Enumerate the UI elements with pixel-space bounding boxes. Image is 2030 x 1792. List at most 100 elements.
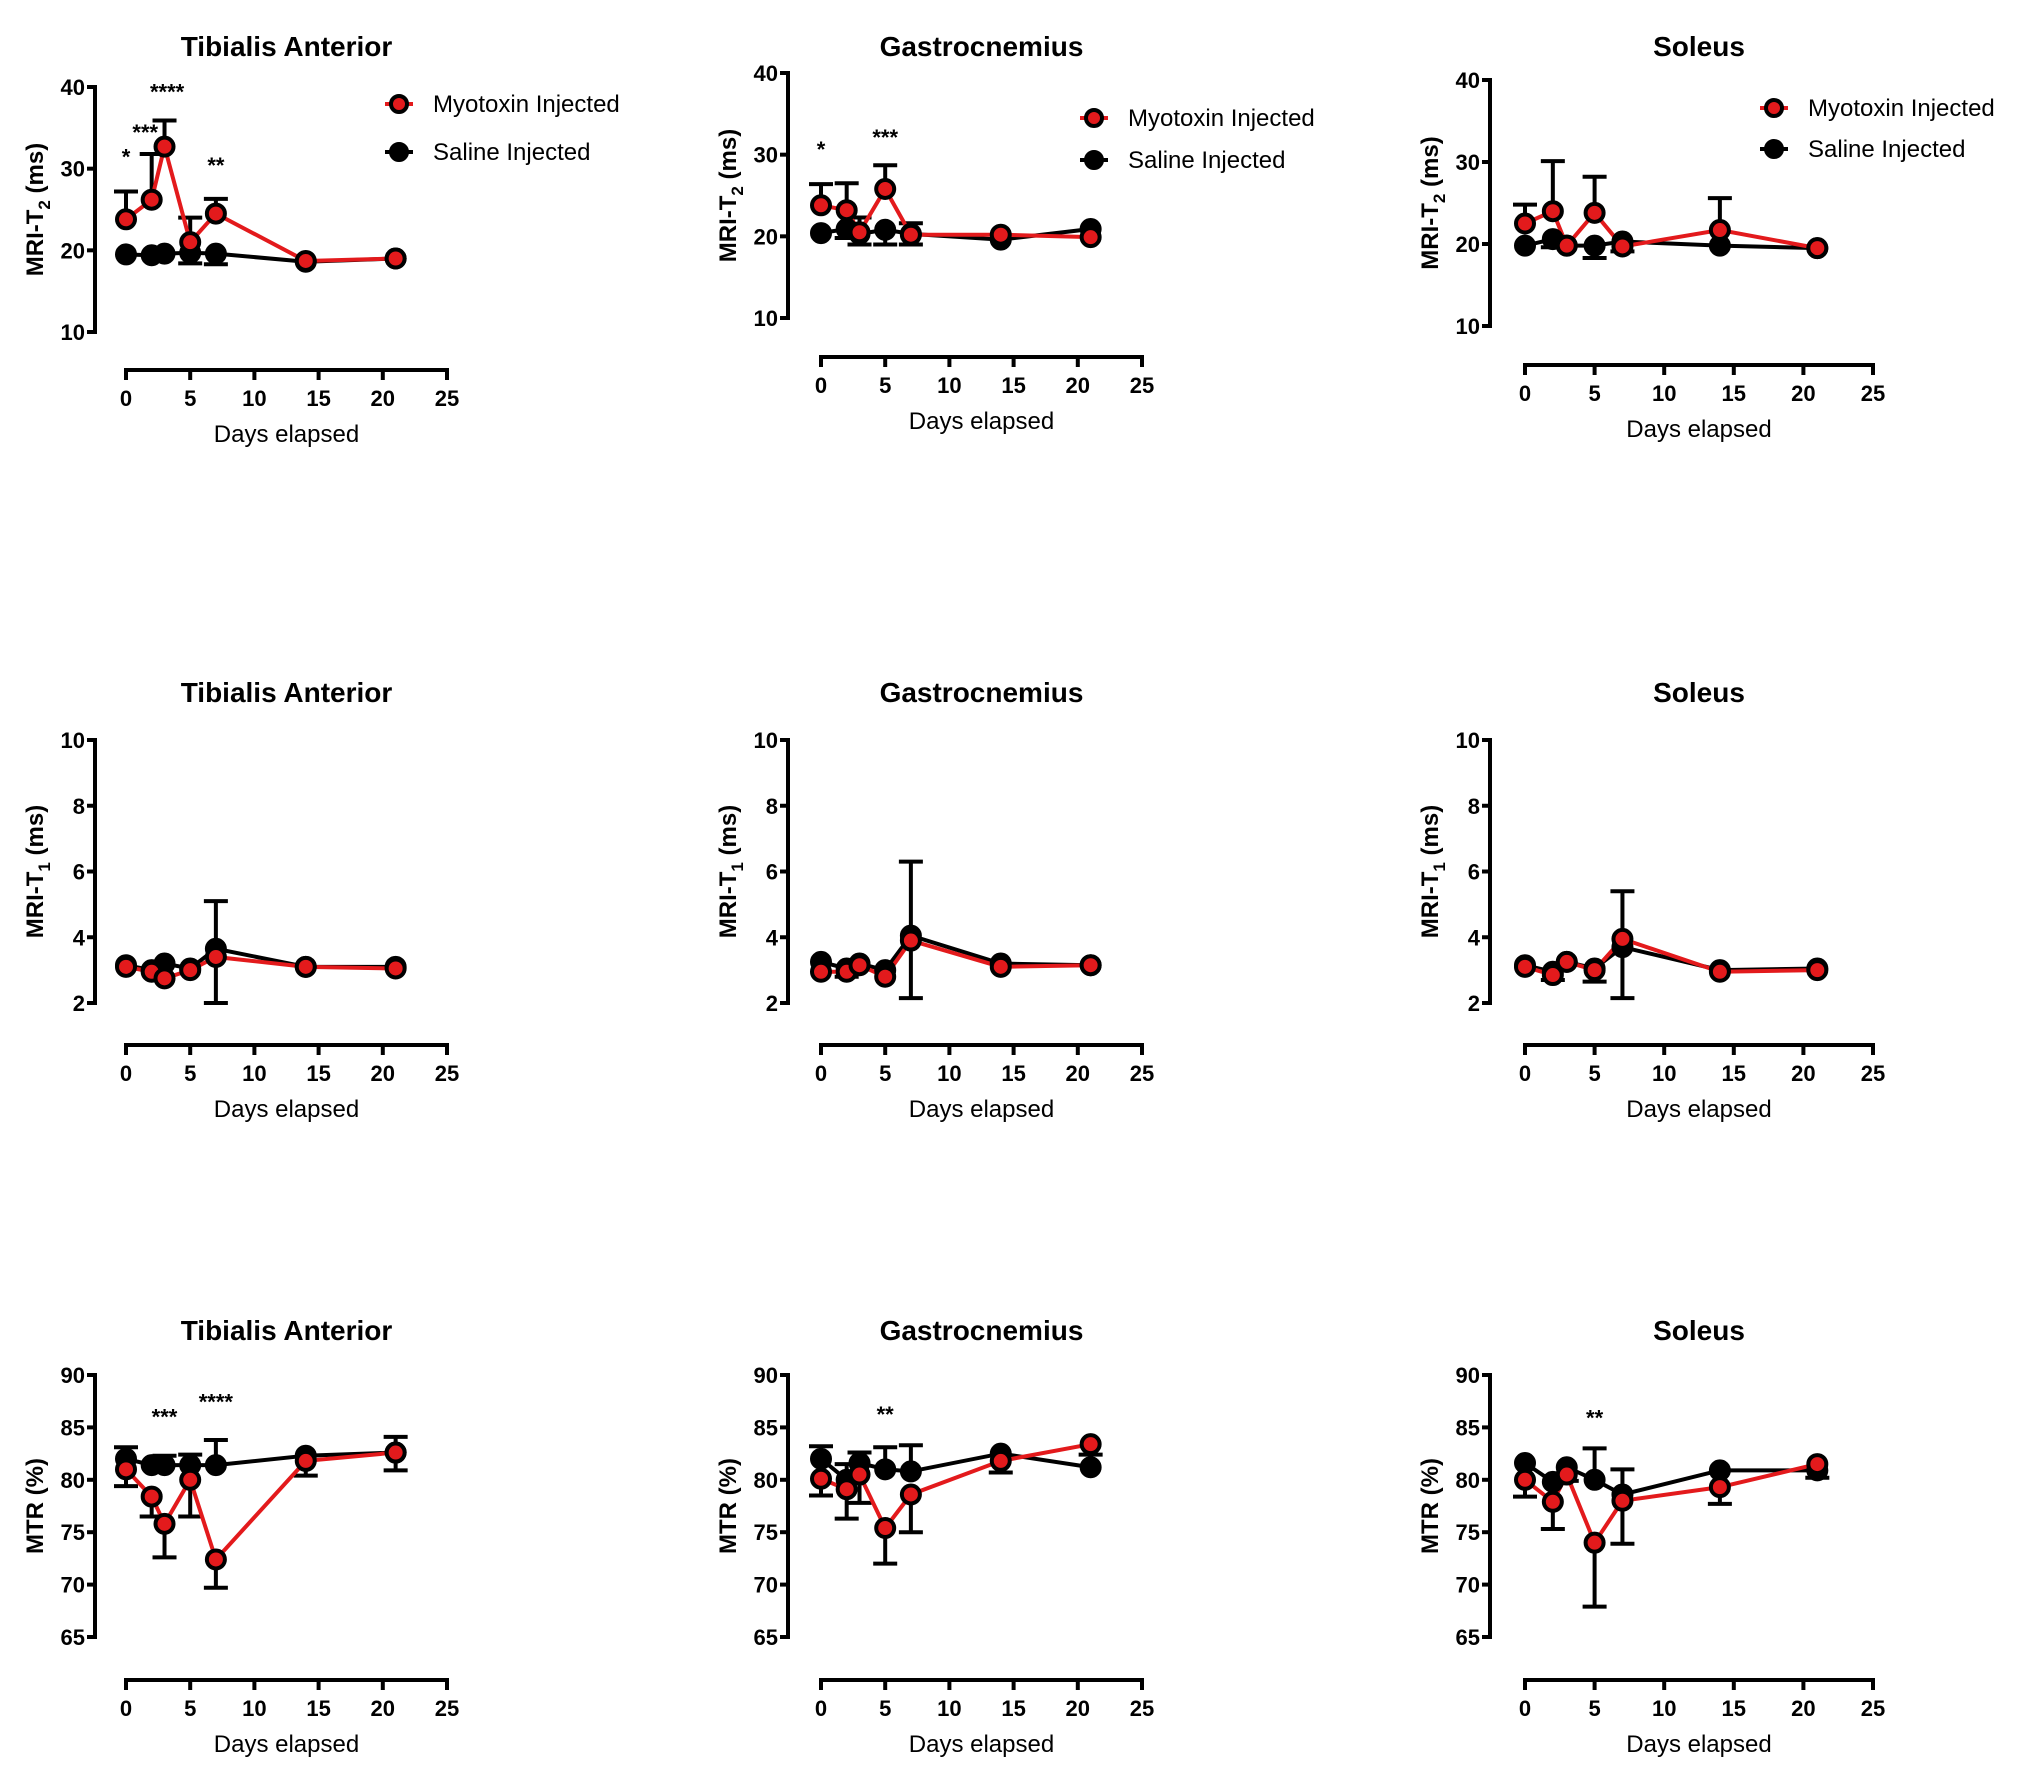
x-tick-label: 10 [937,373,961,398]
x-axis-label: Days elapsed [214,421,359,448]
x-tick-label: 5 [879,373,891,398]
myotoxin-point [810,1467,832,1490]
x-tick-label: 0 [120,1061,132,1086]
myotoxin-point [1541,964,1564,987]
panel-2-3: Soleus 2 4 6 8 10 MRI-T1 (ms) 0 5 10 15 20 25 Days el… [1417,677,1885,1123]
legend: Myotoxin Injected Saline Injected [1080,105,1315,174]
y-tick-label: 75 [61,1520,85,1545]
panel-1-1: Tibialis Anterior 10 20 30 40 MRI-T2 (ms) 0 5 10… [22,31,620,448]
y-axis-label: MTR (%) [22,1458,49,1554]
myotoxin-point [1555,234,1578,257]
x-tick-label: 20 [1066,373,1090,398]
saline-legend-marker [1084,150,1104,170]
myotoxin-legend-marker [1764,98,1784,118]
y-tick-label: 20 [61,238,85,263]
x-tick-label: 20 [371,1061,395,1086]
myotoxin-point [810,194,832,217]
x-tick-label: 15 [306,386,330,411]
x-tick-label: 15 [1001,1696,1025,1721]
y-axis-label-main: MTR (%) [22,1458,49,1554]
y-axis-label-main: MRI-T [715,195,742,262]
panel-1-2: Gastrocnemius 10 20 30 40 MRI-T2 (ms) 0 5 10 15 20… [715,31,1315,435]
y-tick-label: 4 [1468,925,1481,950]
panel-title: Gastrocnemius [880,1315,1084,1346]
myotoxin-point [835,1478,858,1501]
x-tick-label: 25 [1861,1696,1885,1721]
myotoxin-point [1611,927,1634,950]
panel-2-2: Gastrocnemius 2 4 6 8 10 MRI-T1 (ms) 0 5 10 15 20 25… [715,677,1154,1123]
myotoxin-legend-label: Myotoxin Injected [1128,105,1315,132]
significance-marker: ** [207,153,225,178]
x-tick-label: 25 [1130,373,1154,398]
myotoxin-point [1806,959,1829,982]
y-tick-label: 75 [1456,1520,1480,1545]
x-tick-label: 5 [1588,1061,1600,1086]
myotoxin-point [835,199,858,222]
x-tick-label: 10 [242,1696,266,1721]
y-axis-label-unit: (ms) [22,143,49,200]
myotoxin-point [384,1441,407,1464]
myotoxin-point [989,223,1012,246]
myotoxin-point [384,957,407,980]
x-tick-label: 5 [879,1061,891,1086]
y-tick-label: 6 [1468,860,1480,885]
myotoxin-point [899,1483,922,1506]
x-tick-label: 10 [937,1061,961,1086]
y-axis-label-subscript: 1 [35,862,54,871]
x-tick-label: 10 [1652,381,1676,406]
myotoxin-point [1806,1453,1829,1476]
myotoxin-point [899,929,922,952]
myotoxin-point [294,249,317,272]
significance-marker: ** [1586,1405,1604,1430]
y-tick-label: 8 [73,794,85,819]
myotoxin-point [1514,1468,1536,1491]
y-axis-label-subscript: 1 [1430,862,1449,871]
myotoxin-point [1541,200,1564,223]
y-tick-label: 70 [754,1573,778,1598]
saline-point [1583,1468,1606,1491]
myotoxin-point [384,247,407,270]
y-axis-label-subscript: 2 [35,200,54,209]
x-tick-label: 25 [435,1061,459,1086]
myotoxin-legend-label: Myotoxin Injected [1808,95,1995,122]
y-axis-label-unit: (ms) [715,805,742,862]
panel-3-1: Tibialis Anterior 65 70 75 80 85 90 MTR (%) 0 5 10… [22,1315,459,1758]
myotoxin-point [294,1449,317,1472]
myotoxin-point [874,965,897,988]
y-axis-label-unit: (ms) [1417,136,1444,193]
x-tick-label: 20 [1791,1696,1815,1721]
y-tick-label: 8 [766,794,778,819]
myotoxin-point [1541,1490,1564,1513]
myotoxin-point [153,967,176,990]
x-tick-label: 15 [1001,1061,1025,1086]
myotoxin-point [153,1512,176,1535]
significance-marker: *** [872,125,898,150]
x-tick-label: 0 [815,1696,827,1721]
saline-legend-label: Saline Injected [1808,136,1965,163]
significance-marker: **** [199,1390,234,1415]
significance-marker: ** [877,1402,895,1427]
significance-marker: *** [132,120,158,145]
x-tick-label: 25 [435,1696,459,1721]
significance-marker: **** [150,79,185,104]
x-tick-label: 20 [1791,381,1815,406]
significance-marker: * [122,145,131,170]
y-axis-label-main: MRI-T [715,871,742,938]
myotoxin-point [1806,237,1829,260]
y-axis-label: MRI-T1 (ms) [22,805,54,938]
x-tick-label: 0 [120,386,132,411]
x-tick-label: 20 [371,386,395,411]
saline-legend-marker [389,142,409,162]
y-tick-label: 2 [766,991,778,1016]
saline-point [153,1454,176,1477]
x-axis-label: Days elapsed [909,1731,1054,1758]
y-axis-label-subscript: 2 [1430,194,1449,203]
myotoxin-point [115,208,137,231]
x-tick-label: 20 [1791,1061,1815,1086]
y-axis-label-unit: (ms) [22,805,49,862]
myotoxin-point [1079,1433,1102,1456]
y-axis-label: MRI-T2 (ms) [715,129,747,262]
saline-point [204,1454,227,1477]
y-tick-label: 65 [1456,1625,1480,1650]
myotoxin-point [294,955,317,978]
